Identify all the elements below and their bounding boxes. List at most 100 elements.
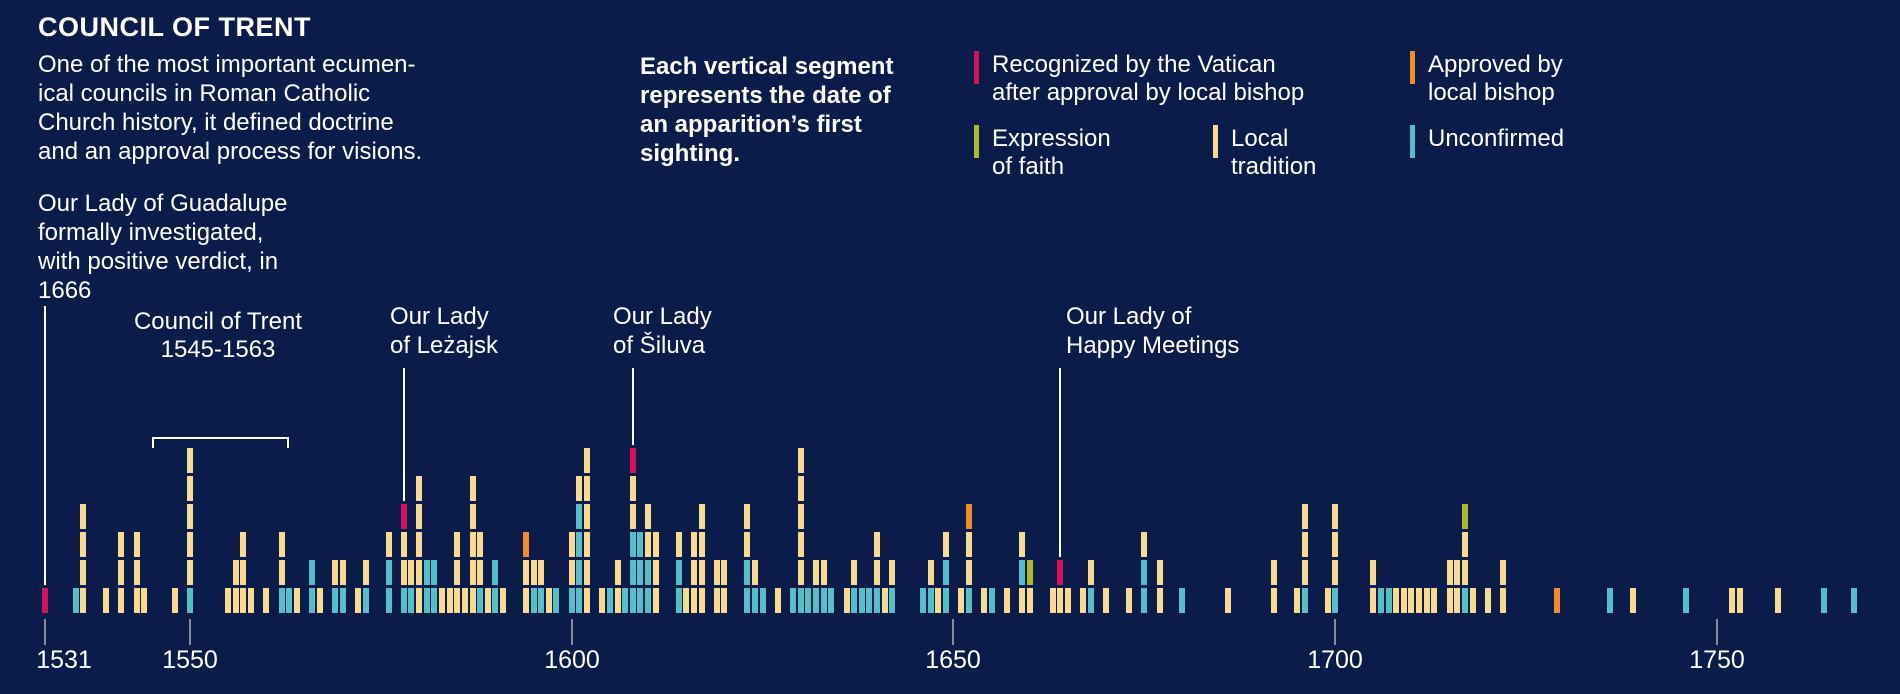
apparition-segment (943, 588, 949, 613)
apparition-segment (744, 588, 750, 613)
apparition-segment (1454, 588, 1460, 613)
apparition-segment (1851, 588, 1857, 613)
apparition-segment (416, 532, 422, 557)
apparition-segment (187, 476, 193, 501)
apparition-segment (1302, 560, 1308, 585)
apparition-segment (859, 588, 865, 613)
apparition-segment (576, 588, 582, 613)
axis-tick (1716, 619, 1718, 645)
apparition-segment (630, 532, 636, 557)
apparition-segment (1332, 560, 1338, 585)
apparition-segment (874, 560, 880, 585)
apparition-segment (1485, 588, 1491, 613)
apparition-segment (172, 588, 178, 613)
apparition-segment (1225, 588, 1231, 613)
apparition-segment (1088, 560, 1094, 585)
apparition-segment (309, 560, 315, 585)
apparition-segment (676, 588, 682, 613)
apparition-segment (943, 532, 949, 557)
apparition-segment (103, 588, 109, 613)
apparition-segment (492, 588, 498, 613)
apparition-segment (1019, 560, 1025, 585)
apparition-segment (42, 588, 48, 613)
apparition-segment (1050, 588, 1056, 613)
apparition-segment (691, 560, 697, 585)
apparition-segment (1088, 588, 1094, 613)
apparition-segment (1500, 560, 1506, 585)
apparition-segment (989, 588, 995, 613)
apparition-segment (424, 588, 430, 613)
apparition-segment (798, 476, 804, 501)
apparition-segment (1401, 588, 1407, 613)
apparition-segment (699, 504, 705, 529)
apparition-segment (408, 588, 414, 613)
apparition-segment (340, 560, 346, 585)
apparition-segment (134, 560, 140, 585)
apparition-segment (630, 588, 636, 613)
apparition-segment (721, 560, 727, 585)
apparition-segment (401, 588, 407, 613)
legend-item-faith: Expression of faith (974, 125, 1111, 181)
apparition-segment (966, 532, 972, 557)
apparition-segment (653, 532, 659, 557)
apparition-segment (805, 588, 811, 613)
apparition-segment (187, 560, 193, 585)
apparition-segment (408, 560, 414, 585)
apparition-segment (569, 560, 575, 585)
apparition-segment (1447, 560, 1453, 585)
axis-label: 1750 (1689, 646, 1745, 674)
apparition-segment (1454, 560, 1460, 585)
apparition-segment (1470, 588, 1476, 613)
apparition-segment (80, 532, 86, 557)
reading-note: Each vertical segment represents the dat… (640, 53, 894, 167)
apparition-segment (416, 476, 422, 501)
apparition-segment (576, 476, 582, 501)
apparition-segment (821, 588, 827, 613)
legend-label: Approved by local bishop (1428, 51, 1563, 106)
apparition-segment (1271, 588, 1277, 613)
apparition-segment (401, 560, 407, 585)
apparition-segment (447, 588, 453, 613)
apparition-segment (118, 532, 124, 557)
apparition-segment (798, 504, 804, 529)
apparition-segment (1302, 532, 1308, 557)
legend-label: Recognized by the Vatican after approval… (992, 51, 1305, 106)
apparition-segment (462, 588, 468, 613)
apparition-segment (263, 588, 269, 613)
apparition-segment (1462, 560, 1468, 585)
apparition-segment (828, 588, 834, 613)
apparition-segment (676, 560, 682, 585)
apparition-segment (538, 588, 544, 613)
apparition-segment (981, 588, 987, 613)
apparition-segment (80, 560, 86, 585)
apparition-segment (1004, 588, 1010, 613)
apparition-segment (576, 532, 582, 557)
apparition-segment (1447, 588, 1453, 613)
apparition-segment (744, 504, 750, 529)
apparition-segment (1019, 588, 1025, 613)
apparition-segment (531, 588, 537, 613)
apparition-segment (118, 588, 124, 613)
apparition-segment (477, 560, 483, 585)
apparition-segment (851, 560, 857, 585)
apparition-segment (1332, 504, 1338, 529)
apparition-segment (134, 532, 140, 557)
apparition-segment (546, 588, 552, 613)
apparition-segment (584, 588, 590, 613)
annotation-lezajsk: Our Lady of Leżajsk (390, 303, 499, 359)
apparition-segment (416, 560, 422, 585)
apparition-segment (813, 588, 819, 613)
legend-item-vatican: Recognized by the Vatican after approval… (974, 51, 1304, 107)
legend-item-unconfirmed: Unconfirmed (1410, 125, 1564, 158)
legend-label: Expression of faith (992, 125, 1111, 180)
apparition-segment (1332, 532, 1338, 557)
apparition-segment (470, 532, 476, 557)
apparition-segment (645, 532, 651, 557)
apparition-segment (485, 588, 491, 613)
apparition-segment (744, 560, 750, 585)
apparition-segment (637, 532, 643, 557)
apparition-segment (790, 588, 796, 613)
apparition-segment (454, 560, 460, 585)
axis-label: 1650 (925, 646, 981, 674)
